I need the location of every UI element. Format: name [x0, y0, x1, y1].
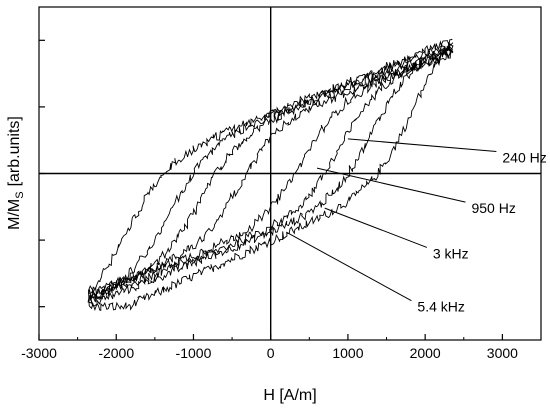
x-axis-title: H [A/m] [263, 387, 316, 404]
y-axis-ticks [39, 39, 45, 308]
annotation-leader [285, 231, 412, 302]
annotation-label: 5.4 kHz [417, 299, 464, 315]
zero-lines [39, 7, 541, 340]
annotation-label: 240 Hz [502, 150, 546, 166]
x-axis-ticks: -3000 -2000 -1000 0 1000 2000 3000 [21, 334, 542, 361]
x-tick-label: 3000 [487, 345, 518, 361]
annotation-leader [316, 167, 466, 203]
y-axis-title-unit: [arb.units] [6, 116, 23, 186]
x-tick-label: -1000 [176, 345, 212, 361]
x-tick-label: 1000 [332, 345, 363, 361]
x-tick-label: -2000 [98, 345, 134, 361]
y-axis-title-main: M/M [6, 199, 23, 230]
x-tick-label: 2000 [410, 345, 441, 361]
y-axis-title: M/MS [arb.units] [6, 116, 26, 230]
hysteresis-loop [88, 48, 454, 299]
annotation-label: 3 kHz [433, 245, 469, 261]
hysteresis-loop [87, 43, 454, 307]
annotation-label: 950 Hz [471, 200, 515, 216]
x-tick-label: -3000 [21, 345, 57, 361]
annotations: 240 Hz 950 Hz 3 kHz 5.4 kHz [285, 138, 547, 315]
hysteresis-loop [88, 45, 454, 301]
annotation-leader [347, 138, 497, 153]
y-axis-title-sub: S [14, 191, 26, 198]
hysteresis-loops [87, 38, 454, 312]
annotation-leader [324, 207, 428, 248]
x-tick-label: 0 [267, 345, 275, 361]
